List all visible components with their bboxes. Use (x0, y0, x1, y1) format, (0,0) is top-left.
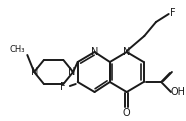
Text: N: N (91, 47, 98, 57)
Text: N: N (68, 67, 76, 77)
Text: O: O (123, 108, 131, 118)
Text: CH₃: CH₃ (10, 45, 25, 54)
Text: F: F (170, 8, 175, 18)
Text: N: N (31, 67, 39, 77)
Text: N: N (123, 47, 130, 57)
Text: OH: OH (170, 87, 185, 97)
Text: F: F (60, 82, 66, 92)
